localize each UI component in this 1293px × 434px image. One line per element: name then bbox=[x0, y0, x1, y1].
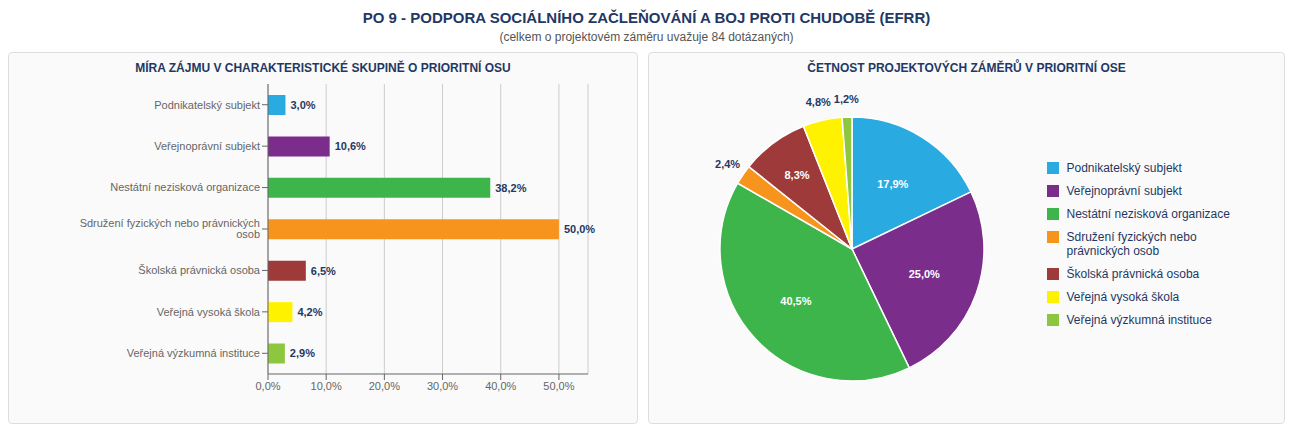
html-text:MÍRA ZÁJMU V CHARAKTERISTICKÉ: MÍRA ZÁJMU V CHARAKTERISTICKÉ SKUPINĚ O … bbox=[135, 61, 511, 75]
svg-text:50,0%: 50,0% bbox=[543, 380, 574, 392]
svg-text:2,4%: 2,4% bbox=[715, 158, 740, 170]
svg-text:30,0%: 30,0% bbox=[427, 380, 458, 392]
svg-text:40,0%: 40,0% bbox=[485, 380, 516, 392]
svg-text:0,0%: 0,0% bbox=[255, 380, 280, 392]
svg-text:Školská právnická osoba: Školská právnická osoba bbox=[138, 264, 261, 276]
svg-text:1,2%: 1,2% bbox=[833, 93, 858, 105]
svg-text:10,6%: 10,6% bbox=[335, 140, 366, 152]
html-text:Veřejnoprávní subjekt: Veřejnoprávní subjekt bbox=[1066, 184, 1182, 198]
html-text:Veřejná vysoká škola: Veřejná vysoká škola bbox=[1066, 290, 1180, 304]
svg-text:Veřejná vysoká škola: Veřejná vysoká škola bbox=[157, 306, 261, 318]
svg-text:Veřejná výzkumná instituce: Veřejná výzkumná instituce bbox=[127, 347, 260, 359]
svg-text:Veřejnoprávní subjekt: Veřejnoprávní subjekt bbox=[154, 140, 260, 152]
svg-text:25,0%: 25,0% bbox=[908, 268, 939, 280]
svg-text:8,3%: 8,3% bbox=[784, 169, 809, 181]
svg-text:Podnikatelský subjekt: Podnikatelský subjekt bbox=[154, 99, 260, 111]
html-text:Nestátní nezisková organizace: Nestátní nezisková organizace bbox=[1066, 207, 1230, 221]
svg-text:3,0%: 3,0% bbox=[290, 99, 315, 111]
html-text:PO 9 - PODPORA SOCIÁLNÍHO ZAČL: PO 9 - PODPORA SOCIÁLNÍHO ZAČLEŇOVÁNÍ A … bbox=[362, 9, 931, 26]
svg-text:40,5%: 40,5% bbox=[780, 295, 811, 307]
html-text:Veřejná výzkumná instituce: Veřejná výzkumná instituce bbox=[1066, 313, 1212, 327]
svg-text:38,2%: 38,2% bbox=[495, 182, 526, 194]
svg-text:Nestátní nezisková organizace: Nestátní nezisková organizace bbox=[110, 181, 260, 193]
svg-text:20,0%: 20,0% bbox=[369, 380, 400, 392]
svg-text:Sdružení fyzických nebo právni: Sdružení fyzických nebo právnickýchosob bbox=[80, 217, 260, 240]
svg-text:6,5%: 6,5% bbox=[311, 265, 336, 277]
html-text:ČETNOST PROJEKTOVÝCH ZÁMĚRŮ V: ČETNOST PROJEKTOVÝCH ZÁMĚRŮ V PRIORITNÍ … bbox=[807, 61, 1126, 75]
svg-text:4,8%: 4,8% bbox=[805, 96, 830, 108]
html-text:Sdružení fyzických nebo právni: Sdružení fyzických nebo právnických osob bbox=[1066, 230, 1197, 258]
html-text:Podnikatelský subjekt: Podnikatelský subjekt bbox=[1066, 161, 1182, 175]
html-text:(celkem o projektovém záměru u: (celkem o projektovém záměru uvažuje 84 … bbox=[499, 30, 794, 44]
svg-text:17,9%: 17,9% bbox=[877, 178, 908, 190]
svg-text:2,9%: 2,9% bbox=[290, 347, 315, 359]
svg-text:4,2%: 4,2% bbox=[297, 306, 322, 318]
svg-text:10,0%: 10,0% bbox=[311, 380, 342, 392]
svg-text:50,0%: 50,0% bbox=[564, 223, 595, 235]
html-text:Školská právnická osoba: Školská právnická osoba bbox=[1066, 267, 1200, 281]
